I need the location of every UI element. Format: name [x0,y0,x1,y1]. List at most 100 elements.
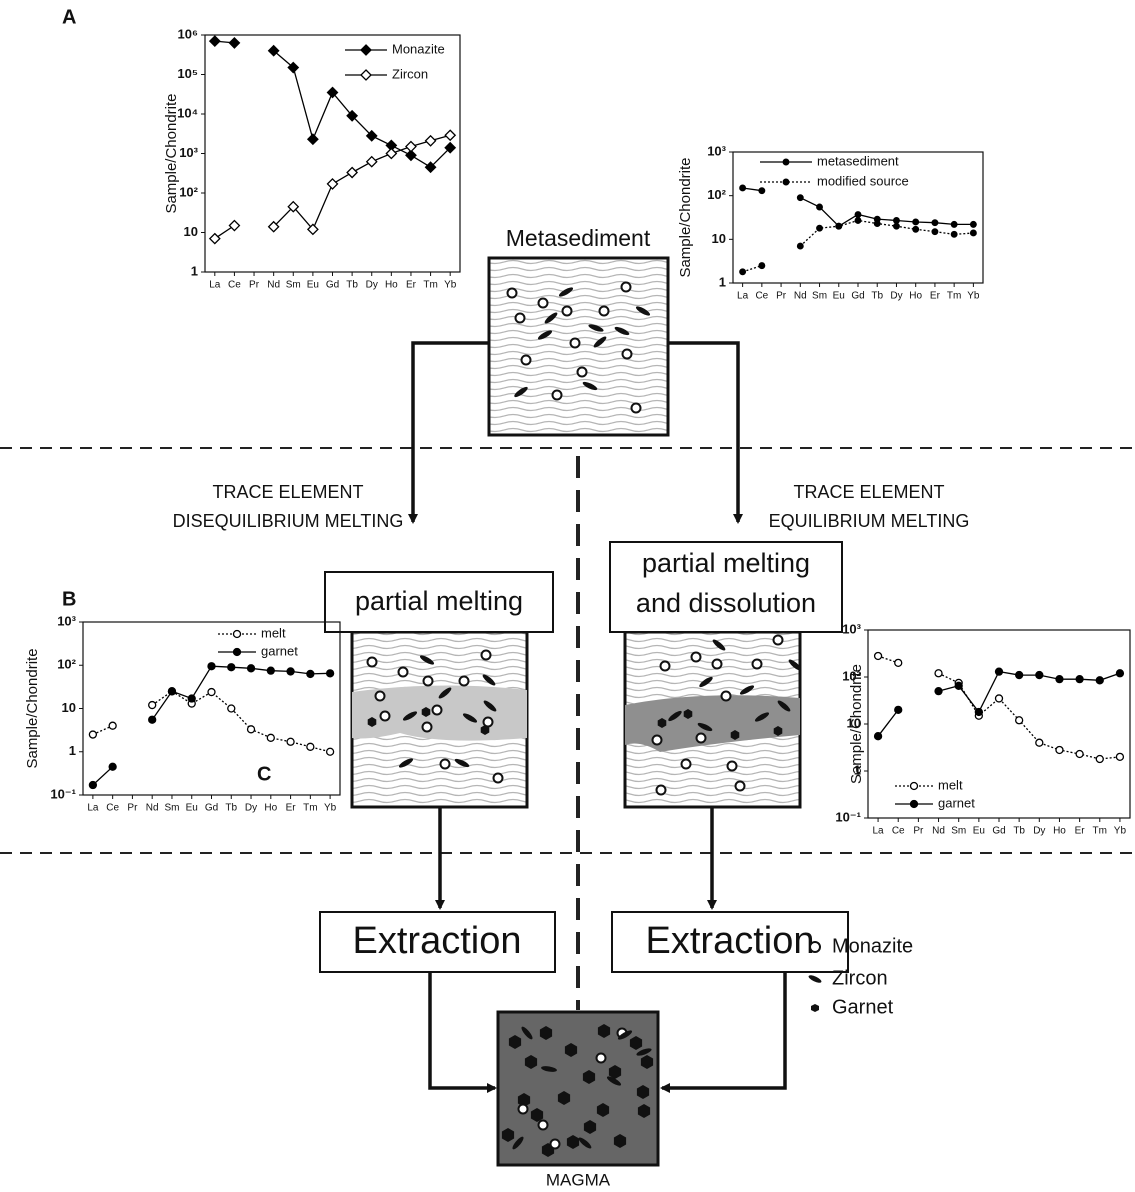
data-point [798,243,804,249]
data-point [951,222,957,228]
x-tick-label: Eu [307,280,319,291]
monazite-grain [381,712,390,721]
data-point [1016,672,1023,679]
x-tick-label: La [209,280,221,291]
x-tick-label: Er [1075,826,1086,837]
legend-label: modified source [817,173,909,188]
data-point [426,136,436,146]
data-point [229,221,239,231]
y-axis-label: Sample/Chondrite [677,157,694,277]
arrow [668,343,738,522]
arrow [662,972,785,1088]
y-tick-label: 10² [707,187,726,202]
monazite-grain [376,692,385,701]
x-tick-label: Pr [913,826,924,837]
data-point [367,157,377,167]
data-point [932,229,938,235]
data-point [347,168,357,178]
x-tick-label: Tb [346,280,358,291]
monazite-grain [441,760,450,769]
y-axis-label: Sample/Chondrite [163,93,180,213]
monazite-grain [519,1105,528,1114]
monazite-grain [653,736,662,745]
arrow [430,972,495,1088]
y-tick-label: 10³ [707,143,726,158]
x-tick-label: Dy [366,280,378,291]
plot-frame [868,630,1130,818]
legend-label: Zircon [832,967,888,989]
data-point [109,763,116,770]
data-point [1096,677,1103,684]
data-point [168,688,175,695]
data-point [894,223,900,229]
x-tick-label: Tm [303,803,317,814]
legend-label: melt [261,625,286,640]
series-line [743,221,974,272]
data-point [1076,750,1083,757]
extraction-label: Extraction [353,920,522,962]
data-point [248,665,255,672]
data-point [817,204,823,210]
x-tick-label: Sm [812,291,827,302]
data-point [287,738,294,745]
monazite-grain [682,760,691,769]
x-tick-label: Tm [947,291,961,302]
branch-label: TRACE ELEMENT [793,482,944,502]
y-tick-label: 1 [191,263,198,278]
monazite-grain [623,350,632,359]
branch-label: EQUILIBRIUM MELTING [769,511,970,531]
data-point [855,212,861,218]
monazite-grain [460,677,469,686]
monazite-grain [571,339,580,348]
legend-icon [808,974,823,984]
x-tick-label: Yb [324,803,337,814]
x-tick-label: Er [406,280,417,291]
y-tick-label: 1 [719,274,726,289]
data-point [89,731,96,738]
x-tick-label: Nd [794,291,807,302]
legend-label: Monazite [832,935,913,957]
data-point [445,130,455,140]
monazite-grain [424,677,433,686]
data-point [327,748,334,755]
y-axis-label: Sample/Chondrite [24,648,41,768]
data-point [1016,717,1023,724]
data-point [267,667,274,674]
x-tick-label: Sm [951,826,966,837]
data-point [208,689,215,696]
data-point [740,269,746,275]
data-point [1116,670,1123,677]
x-tick-label: Yb [444,280,457,291]
panel-label: C [257,763,271,785]
data-point [1056,676,1063,683]
monazite-grain [661,662,670,671]
monazite-grain [494,774,503,783]
series-line [93,666,330,785]
data-point [894,218,900,224]
data-point [1116,753,1123,760]
x-tick-label: Pr [249,280,260,291]
monazite-grain [551,1140,560,1149]
y-tick-label: 10⁻¹ [50,786,76,801]
data-point [328,179,338,189]
data-point [855,218,861,224]
x-tick-label: Sm [286,280,301,291]
x-tick-label: Ce [755,291,768,302]
x-tick-label: Gd [205,803,218,814]
x-tick-label: Er [930,291,941,302]
panel-label: B [62,588,76,610]
source-label: Metasediment [506,225,651,251]
y-tick-label: 10⁵ [177,66,198,81]
monazite-grain [753,660,762,669]
data-point [307,743,314,750]
legend-icon [810,942,820,952]
data-point [386,149,396,159]
series-line [878,672,1120,737]
figure: A B C Metasediment TRACE ELEMENT DISEQUI… [0,0,1135,1192]
legend-marker [361,70,371,80]
x-tick-label: Tb [1013,826,1025,837]
legend-label: melt [938,777,963,792]
data-point [89,782,96,789]
monazite-grain [697,734,706,743]
monazite-grain [657,786,666,795]
